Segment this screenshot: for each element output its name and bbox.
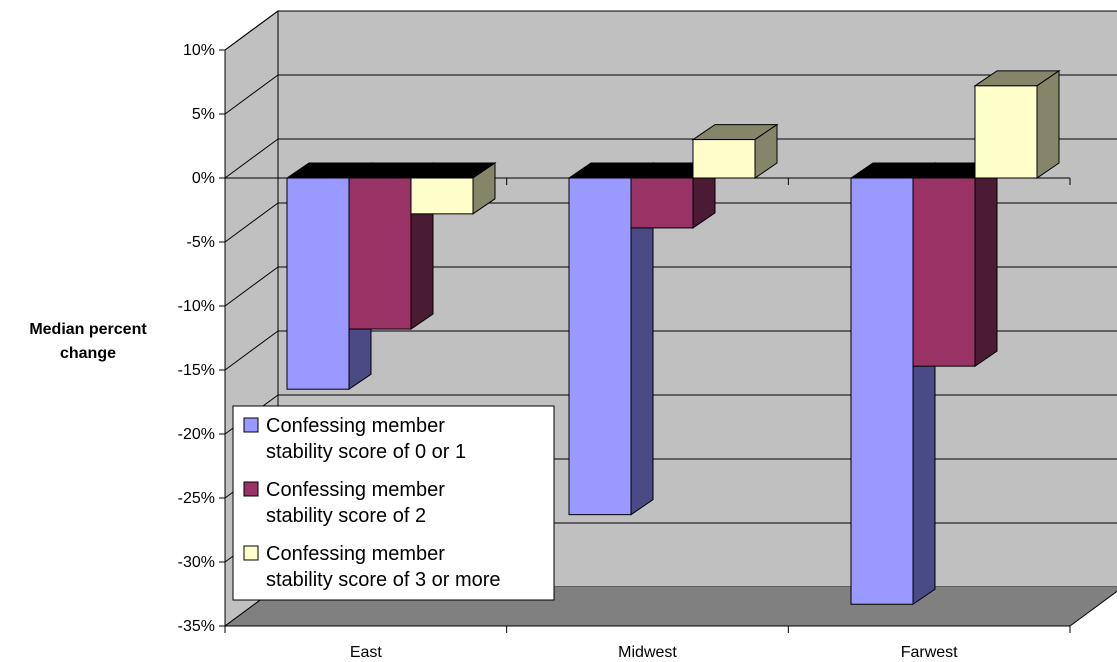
gridline-side <box>224 138 279 179</box>
x-tick-labels: East Midwest Farwest <box>350 644 958 661</box>
y-axis-label: Median percent change <box>29 321 147 362</box>
gridline-side <box>224 266 279 307</box>
y-tick-label: 0% <box>192 170 215 187</box>
bar <box>911 162 999 368</box>
legend-swatch <box>243 481 259 497</box>
legend-label: Confessing member <box>266 543 445 565</box>
legend-label: stability score of 3 or more <box>266 569 501 591</box>
bar-front-face <box>912 177 976 367</box>
y-tick-label: -15% <box>178 362 215 379</box>
x-tick-label: Midwest <box>618 644 677 661</box>
bar-front-face <box>974 85 1038 179</box>
bar-front-face <box>630 177 694 229</box>
y-tick-labels: 10% 5% 0% -5% -10% -15% -20% -25% -30% -35% <box>178 42 215 635</box>
y-tick-label: -5% <box>187 234 215 251</box>
legend-swatch <box>243 545 259 561</box>
bar-side-face <box>1036 69 1060 179</box>
bar <box>691 123 779 179</box>
y-axis-label-line: change <box>60 345 116 362</box>
y-tick-label: 5% <box>192 106 215 123</box>
floor-edge <box>1069 590 1117 627</box>
y-axis-label-line: Median percent <box>29 321 147 338</box>
bar <box>567 162 655 516</box>
bar <box>629 162 717 229</box>
legend-label: Confessing member <box>266 415 445 437</box>
legend-label: stability score of 0 or 1 <box>266 441 466 463</box>
x-tick-label: Farwest <box>901 644 958 661</box>
gridline-side <box>224 10 279 51</box>
bar-front-face <box>410 177 474 215</box>
bar-front-face <box>286 177 350 390</box>
y-tick-label: 10% <box>183 42 215 59</box>
legend: Confessing member stability score of 0 or… <box>232 405 555 601</box>
gridline-side <box>224 202 279 243</box>
bar-front-face <box>348 177 412 330</box>
bar-side-face <box>974 162 998 368</box>
x-tick-label: East <box>350 644 383 661</box>
bar <box>973 69 1061 179</box>
legend-label: stability score of 2 <box>266 505 426 527</box>
gridline-side <box>224 330 279 371</box>
bar-front-face <box>568 177 632 516</box>
y-tick-label: -35% <box>178 618 215 635</box>
legend-box <box>232 405 555 601</box>
y-tick-label: -20% <box>178 426 215 443</box>
legend-label: Confessing member <box>266 479 445 501</box>
y-tick-label: -25% <box>178 490 215 507</box>
bars <box>285 69 1061 606</box>
y-tick-label: -30% <box>178 554 215 571</box>
legend-swatch <box>243 417 259 433</box>
y-tick-label: -10% <box>178 298 215 315</box>
gridline-side <box>224 74 279 115</box>
bar-front-face <box>692 139 756 179</box>
bar <box>347 162 435 330</box>
bar <box>409 162 497 215</box>
bar-front-face <box>850 177 914 605</box>
